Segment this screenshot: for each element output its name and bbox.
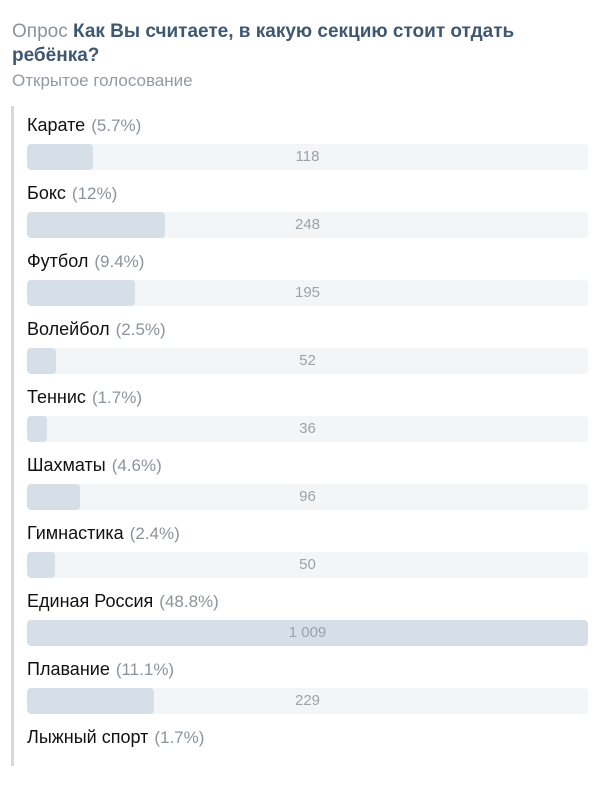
option-bar-fill <box>27 280 136 306</box>
poll-option[interactable]: Шахматы (4.6%) 96 <box>27 452 589 520</box>
option-bar-fill <box>27 144 93 170</box>
option-percent: (1.7%) <box>91 388 143 407</box>
poll-option[interactable]: Теннис (1.7%) 36 <box>27 384 589 452</box>
option-bar-fill <box>27 552 55 578</box>
poll-option[interactable]: Плавание (11.1%) 229 <box>27 656 589 724</box>
option-count: 96 <box>299 488 316 505</box>
option-label-row: Волейбол (2.5%) <box>27 316 589 342</box>
option-count: 229 <box>294 692 321 709</box>
option-label-row: Бокс (12%) <box>27 180 589 206</box>
poll-option[interactable]: Лыжный спорт (1.7%) <box>27 724 589 792</box>
option-percent: (2.4%) <box>129 524 180 543</box>
option-bar-fill <box>27 212 165 238</box>
option-bar[interactable]: 248 <box>27 212 588 238</box>
option-percent: (4.6%) <box>111 456 162 475</box>
option-label: Футбол <box>27 251 89 271</box>
option-count: 248 <box>294 216 321 233</box>
poll-option[interactable]: Гимнастика (2.4%) 50 <box>27 520 589 588</box>
option-count: 36 <box>299 420 316 437</box>
option-label: Карате <box>27 115 86 135</box>
option-percent: (5.7%) <box>91 116 142 135</box>
option-label-row: Карате (5.7%) <box>27 112 589 138</box>
option-label-row: Единая Россия (48.8%) <box>27 588 589 614</box>
option-label: Плавание <box>27 659 110 679</box>
option-count: 52 <box>299 352 316 369</box>
option-bar-fill <box>27 348 56 374</box>
poll-header: Опрос Как Вы считаете, в какую секцию ст… <box>12 20 592 68</box>
option-bar[interactable]: 195 <box>27 280 588 306</box>
option-bar-fill <box>27 620 588 646</box>
poll-option[interactable]: Футбол (9.4%) 195 <box>27 248 589 316</box>
option-percent: (1.7%) <box>154 728 205 747</box>
poll-option[interactable]: Карате (5.7%) 118 <box>27 112 589 180</box>
option-label: Лыжный спорт <box>27 727 149 747</box>
poll-option[interactable]: Единая Россия (48.8%) 1 009 <box>27 588 589 656</box>
option-bar[interactable]: 1 009 <box>27 620 588 646</box>
option-bar[interactable]: 36 <box>27 416 588 442</box>
poll-option[interactable]: Волейбол (2.5%) 52 <box>27 316 589 384</box>
option-label-row: Гимнастика (2.4%) <box>27 520 589 546</box>
poll-options: Карате (5.7%) 118 Бокс (12%) 248 Футбол (9.4%) 1… <box>27 112 589 792</box>
option-bar[interactable]: 229 <box>27 688 588 714</box>
option-count: 50 <box>299 556 316 573</box>
option-label: Гимнастика <box>27 523 124 543</box>
option-count: 195 <box>294 284 321 301</box>
option-percent: (9.4%) <box>94 252 145 271</box>
poll-question: Как Вы считаете, в какую секцию стоит от… <box>12 21 515 66</box>
option-label: Шахматы <box>27 455 106 475</box>
poll-type: Открытое голосование <box>12 71 193 90</box>
option-label: Единая Россия <box>27 591 154 611</box>
option-count: 118 <box>295 148 320 165</box>
option-percent: (11.1%) <box>115 660 175 679</box>
option-label: Волейбол <box>27 319 110 339</box>
option-bar[interactable]: 96 <box>27 484 588 510</box>
option-label: Теннис <box>27 387 86 407</box>
option-label: Бокс <box>27 183 66 203</box>
option-percent: (12%) <box>71 184 118 203</box>
option-label-row: Шахматы (4.6%) <box>27 452 589 478</box>
option-label-row: Теннис (1.7%) <box>27 384 589 410</box>
option-bar[interactable]: 52 <box>27 348 588 374</box>
option-count: 1 009 <box>288 624 327 641</box>
poll-option[interactable]: Бокс (12%) 248 <box>27 180 589 248</box>
option-bar[interactable]: 50 <box>27 552 588 578</box>
option-percent: (2.5%) <box>115 320 166 339</box>
option-bar-fill <box>27 688 155 714</box>
quote-rule <box>11 106 14 766</box>
option-label-row: Плавание (11.1%) <box>27 656 589 682</box>
option-bar-fill <box>27 416 48 442</box>
option-percent: (48.8%) <box>159 592 219 611</box>
poll-prefix: Опрос <box>12 21 68 42</box>
option-bar-fill <box>27 484 81 510</box>
option-bar[interactable]: 118 <box>27 144 588 170</box>
option-label-row: Лыжный спорт (1.7%) <box>27 724 589 750</box>
option-label-row: Футбол (9.4%) <box>27 248 589 274</box>
